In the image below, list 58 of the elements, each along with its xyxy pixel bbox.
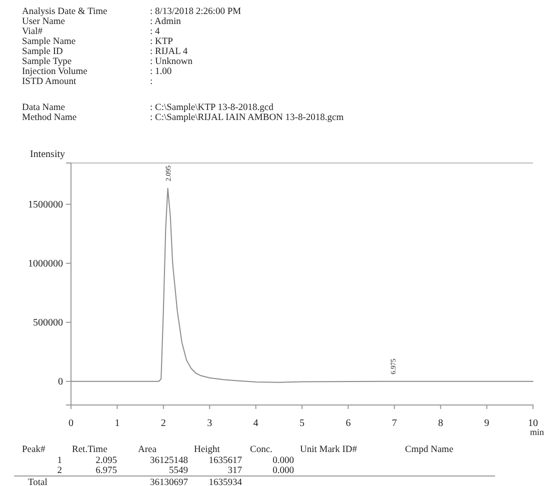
text: Injection Volume — [22, 67, 88, 77]
y-axis-title: Intensity — [30, 149, 65, 160]
text: 317 — [228, 466, 242, 476]
text: Area — [138, 445, 158, 455]
text: : 1.00 — [150, 67, 172, 77]
text: 36130697 — [150, 478, 188, 486]
text: Sample Name — [22, 37, 76, 47]
text: Vial# — [22, 27, 43, 37]
x-tick-label: 10 — [528, 418, 538, 430]
text: 1635617 — [208, 456, 242, 466]
text: Total — [28, 478, 48, 486]
x-tick-label: 1 — [114, 418, 120, 430]
x-tick-label: 6 — [346, 418, 351, 430]
text: 0.000 — [272, 466, 294, 476]
x-tick-label: 4 — [253, 418, 258, 430]
line-series — [70, 188, 534, 383]
text: Sample ID — [22, 47, 64, 57]
x-tick-label: 2 — [160, 418, 166, 430]
y-tick-label: 0 — [58, 376, 63, 388]
text: 2.095 — [96, 456, 118, 466]
text: Data Name — [22, 103, 65, 113]
text: : KTP — [150, 37, 173, 47]
text: Ret.Time — [72, 445, 108, 455]
text: : C:\Sample\KTP 13-8-2018.gcd — [150, 103, 274, 113]
x-tick-label: 3 — [207, 418, 212, 430]
text: : RIJAL 4 — [150, 47, 188, 57]
text: 1 — [57, 456, 62, 466]
text: Method Name — [22, 113, 77, 123]
y-tick-label: 1500000 — [28, 200, 63, 211]
text: Analysis Date & Time — [22, 7, 108, 17]
text: 1635934 — [208, 478, 242, 486]
text: 36125148 — [150, 456, 188, 466]
text: Height — [194, 445, 220, 455]
text: Cmpd Name — [405, 445, 454, 455]
text: : 8/13/2018 2:26:00 PM — [150, 7, 242, 17]
text: 2 — [57, 466, 62, 476]
text: 6.975 — [96, 466, 118, 476]
text: Conc. — [250, 445, 272, 455]
y-tick-label: 1000000 — [28, 258, 63, 270]
x-tick-label: 8 — [438, 418, 444, 430]
text: : — [150, 77, 153, 87]
text: : Unknown — [150, 57, 193, 67]
text: : C:\Sample\RIJAL IAIN AMBON 13-8-2018.gcm — [150, 113, 344, 123]
text: Peak# — [22, 445, 46, 455]
x-tick-label: 7 — [392, 418, 397, 430]
x-tick-label: 0 — [68, 418, 74, 430]
text: : 4 — [150, 27, 160, 37]
text: Unit Mark ID# — [300, 445, 358, 455]
x-tick-label: 9 — [484, 418, 490, 430]
text: : Admin — [150, 17, 182, 27]
x-tick-label: 5 — [300, 418, 304, 430]
text: 5549 — [169, 466, 188, 476]
text: Sample Type — [22, 57, 72, 67]
text: 0.000 — [272, 456, 294, 466]
text: ISTD Amount — [22, 77, 76, 87]
y-tick-label: 500000 — [33, 318, 63, 329]
text: User Name — [22, 17, 65, 27]
x-axis-title: min — [530, 427, 544, 437]
